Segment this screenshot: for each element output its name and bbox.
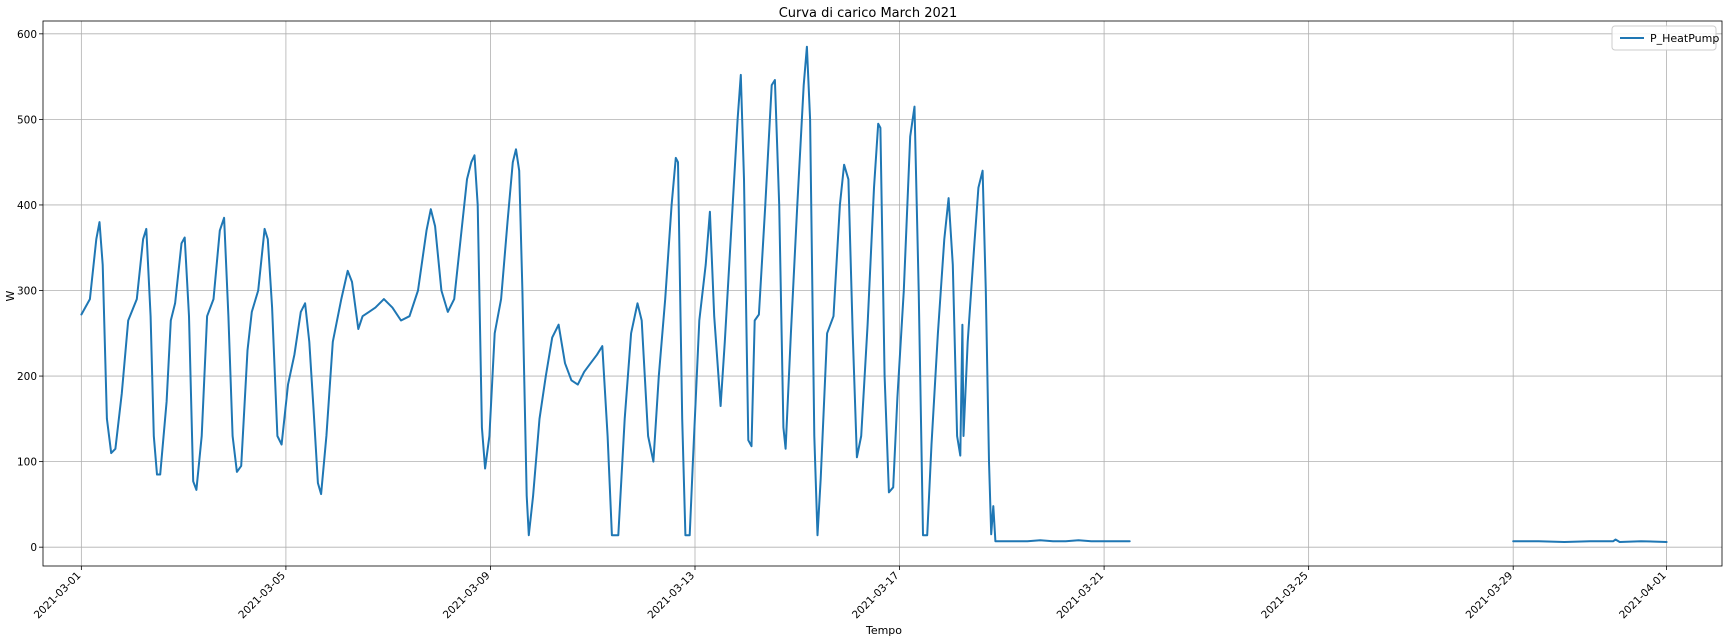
y-tick-label: 500 xyxy=(17,114,37,126)
chart-title: Curva di carico March 2021 xyxy=(779,6,958,21)
y-tick-label: 600 xyxy=(17,29,37,41)
x-axis-label: Tempo xyxy=(865,624,902,637)
y-axis-label: W xyxy=(4,290,17,301)
series-line-p-heatpump xyxy=(1512,538,1668,543)
y-tick-label: 0 xyxy=(30,542,37,554)
plot-area-frame xyxy=(42,20,1723,567)
legend: P_HeatPump xyxy=(1611,25,1719,51)
series-layer xyxy=(80,45,1668,543)
legend-label: P_HeatPump xyxy=(1650,32,1719,45)
y-tick-label: 300 xyxy=(17,286,37,298)
y-tick-label: 200 xyxy=(17,371,37,383)
y-tick-label: 400 xyxy=(17,200,37,212)
series-line-p-heatpump xyxy=(80,45,1131,543)
legend-box xyxy=(1611,25,1717,51)
y-tick-label: 100 xyxy=(17,457,37,469)
